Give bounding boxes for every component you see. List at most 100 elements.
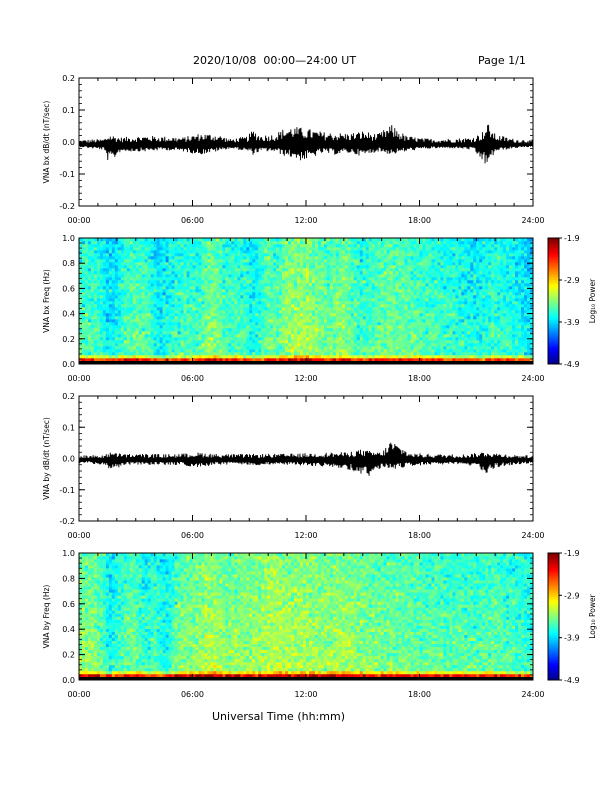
spectrogram-cell xyxy=(407,358,411,362)
spectrogram-cell xyxy=(105,295,110,299)
spectrogram-cell xyxy=(186,295,190,299)
spectrogram-cell xyxy=(243,298,247,302)
spectrogram-cell xyxy=(243,244,247,248)
spectrogram-cell xyxy=(380,349,384,353)
spectrogram-cell xyxy=(162,301,166,305)
spectrogram-cell xyxy=(159,247,163,251)
spectrogram-cell xyxy=(377,250,381,254)
spectrogram-cell xyxy=(422,307,426,311)
spectrogram-cell xyxy=(338,238,343,242)
spectrogram-cell xyxy=(180,250,184,254)
spectrogram-cell xyxy=(198,325,202,329)
spectrogram-cell xyxy=(174,271,178,275)
spectrogram-cell xyxy=(102,280,107,284)
spectrogram-cell xyxy=(237,346,241,350)
spectrogram-cell xyxy=(258,301,262,305)
spectrogram-cell xyxy=(362,343,367,347)
spectrogram-cell xyxy=(177,325,181,329)
spectrogram-cell xyxy=(308,298,313,302)
spectrogram-cell xyxy=(111,250,116,254)
spectrogram-cell xyxy=(401,265,405,269)
spectrogram-cell xyxy=(389,346,393,350)
spectrogram-cell xyxy=(79,250,83,254)
spectrogram-cell xyxy=(171,274,175,278)
spectrogram-cell xyxy=(165,298,169,302)
spectrogram-cell xyxy=(81,304,86,308)
spectrogram-cell xyxy=(332,256,337,260)
spectrogram-cell xyxy=(404,316,408,320)
spectrogram-cell xyxy=(320,256,325,260)
spectrogram-cell xyxy=(249,283,253,287)
spectrogram-cell xyxy=(228,316,232,320)
spectrogram-cell xyxy=(84,265,89,269)
spectrogram-cell xyxy=(246,238,250,242)
spectrogram-cell xyxy=(96,331,101,335)
spectrogram-cell xyxy=(102,295,107,299)
spectrogram-cell xyxy=(126,268,131,272)
spectrogram-cell xyxy=(114,301,119,305)
spectrogram-cell xyxy=(300,271,304,275)
spectrogram-cell xyxy=(105,274,110,278)
spectrogram-cell xyxy=(264,238,268,242)
spectrogram-cell xyxy=(279,313,283,317)
spectrogram-cell xyxy=(270,301,274,305)
spectrogram-cell xyxy=(362,307,367,311)
spectrogram-cell xyxy=(386,340,390,344)
spectrogram-cell xyxy=(201,283,205,287)
spectrogram-cell xyxy=(240,313,244,317)
spectrogram-cell xyxy=(344,274,349,278)
spectrogram-cell xyxy=(213,301,217,305)
spectrogram-cell xyxy=(398,304,402,308)
spectrogram-cell xyxy=(219,295,223,299)
spectrogram-cell xyxy=(267,295,271,299)
spectrogram-cell xyxy=(317,355,322,359)
spectrogram-cell xyxy=(413,301,417,305)
spectrogram-cell xyxy=(323,313,328,317)
spectrogram-cell xyxy=(240,322,244,326)
spectrogram-cell xyxy=(135,334,140,338)
spectrogram-cell xyxy=(201,346,205,350)
spectrogram-cell xyxy=(150,304,154,308)
spectrogram-cell xyxy=(123,253,128,257)
spectrogram-cell xyxy=(180,313,184,317)
spectrogram-cell xyxy=(386,328,390,332)
spectrogram-cell xyxy=(162,343,166,347)
spectrogram-cell xyxy=(317,259,322,263)
spectrogram-cell xyxy=(410,352,414,356)
spectrogram-cell xyxy=(276,352,280,356)
spectrogram-cell xyxy=(198,271,202,275)
spectrogram-cell xyxy=(195,253,199,257)
spectrogram-cell xyxy=(147,256,151,260)
spectrogram-cell xyxy=(303,358,307,362)
spectrogram-cell xyxy=(386,271,390,275)
spectrogram-cell xyxy=(300,250,304,254)
spectrogram-cell xyxy=(147,337,151,341)
spectrogram-cell xyxy=(225,343,229,347)
spectrogram-cell xyxy=(323,346,328,350)
spectrogram-cell xyxy=(204,286,208,290)
spectrogram-cell xyxy=(285,358,289,362)
spectrogram-cell xyxy=(395,280,399,284)
spectrogram-cell xyxy=(162,277,166,281)
spectrogram-cell xyxy=(395,292,399,296)
spectrogram-cell xyxy=(386,298,390,302)
spectrogram-cell xyxy=(234,307,238,311)
spectrogram-cell xyxy=(320,244,325,248)
spectrogram-cell xyxy=(335,241,340,245)
spectrogram-cell xyxy=(204,268,208,272)
spectrogram-cell xyxy=(264,256,268,260)
spectrogram-cell xyxy=(147,349,151,353)
spectrogram-cell xyxy=(192,352,196,356)
spectrogram-cell xyxy=(371,265,375,269)
series-line xyxy=(78,124,534,164)
spectrogram-cell xyxy=(362,316,367,320)
spectrogram-cell xyxy=(392,244,396,248)
spectrogram-cell xyxy=(341,250,346,254)
spectrogram-cell xyxy=(306,250,310,254)
spectrogram-cell xyxy=(252,355,256,359)
spectrogram-cell xyxy=(162,244,166,248)
spectrogram-cell xyxy=(389,253,393,257)
spectrogram-cell xyxy=(380,286,384,290)
spectrogram-cell xyxy=(276,322,280,326)
spectrogram-cell xyxy=(291,343,295,347)
